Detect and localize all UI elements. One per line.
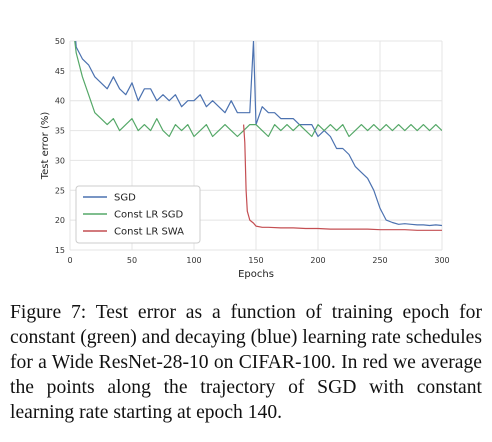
- y-tick-label: 35: [55, 127, 65, 136]
- series-line-const-lr-swa: [243, 124, 442, 231]
- x-tick-label: 200: [310, 256, 325, 265]
- test-error-line-chart: 0 50 100 150 200 250 300 15 20 25 30 35 40 45 50 Epoch…: [40, 37, 450, 280]
- y-tick-label: 40: [55, 97, 65, 106]
- x-tick-label: 0: [67, 256, 72, 265]
- y-axis-label: Test error (%): [40, 112, 51, 181]
- legend-box: [75, 185, 201, 244]
- y-tick-label: 50: [55, 37, 65, 46]
- y-tick-label: 20: [55, 216, 65, 225]
- x-axis-label: Epochs: [238, 269, 274, 280]
- y-tick-label: 45: [55, 67, 65, 76]
- y-tick-label: 30: [55, 156, 65, 165]
- figure-caption: Figure 7: Test error as a function of tr…: [10, 302, 482, 423]
- legend-label-const-lr-sgd: Const LR SGD: [114, 210, 184, 221]
- x-tick-label: 100: [186, 256, 201, 265]
- series-line-sgd: [75, 41, 442, 227]
- legend-items: SGD Const LR SGD Const LR SWA: [83, 193, 184, 238]
- series-line-const-lr-sgd: [74, 41, 442, 138]
- figure-panel: 0 50 100 150 200 250 300 15 20 25 30 35 40 45 50 Epoch…: [40, 37, 450, 280]
- legend-label-sgd: SGD: [114, 193, 136, 204]
- x-tick-label: 150: [248, 256, 263, 265]
- x-tick-label: 50: [127, 256, 137, 265]
- series-lines: [74, 41, 442, 231]
- axes: 0 50 100 150 200 250 300 15 20 25 30 35 40 45 50: [55, 37, 450, 265]
- x-tick-label: 300: [434, 256, 449, 265]
- y-tick-label: 25: [55, 186, 65, 195]
- x-tick-label: 250: [372, 256, 387, 265]
- legend: SGD Const LR SGD Const LR SWA: [75, 185, 201, 244]
- y-tick-label: 15: [55, 246, 65, 255]
- legend-label-const-lr-swa: Const LR SWA: [114, 227, 184, 238]
